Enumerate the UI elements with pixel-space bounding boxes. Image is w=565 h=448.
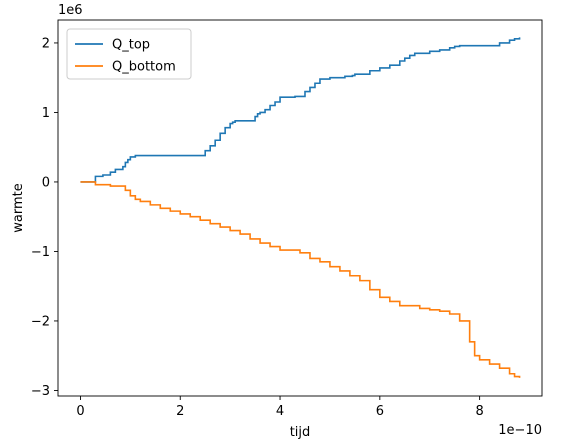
y-tick-label: −2	[31, 314, 50, 329]
x-offset-label: 1e−10	[498, 423, 542, 438]
x-tick-label: 4	[276, 404, 284, 419]
x-tick-label: 8	[475, 404, 483, 419]
legend-label-q-bottom: Q_bottom	[112, 60, 176, 75]
series-line-q-top	[80, 37, 521, 183]
y-axis-label: warmte	[11, 183, 26, 232]
series-line-q-bottom	[80, 181, 521, 378]
x-tick-label: 0	[76, 404, 84, 419]
y-tick-label: 1	[42, 106, 50, 121]
x-tick-label: 2	[176, 404, 184, 419]
y-tick-label: 0	[42, 175, 50, 190]
axes-frame	[57, 19, 543, 397]
plot-area	[80, 37, 521, 378]
x-axis-label: tijd	[290, 425, 311, 440]
y-tick-label: 2	[42, 36, 50, 51]
y-offset-label: 1e6	[58, 3, 83, 18]
axes: 0 2 4 6 8 −3 −2 −1 0 1 2 tijd warmte 1e6 1e−10	[11, 3, 543, 440]
y-tick-label: −1	[31, 245, 50, 260]
legend-label-q-top: Q_top	[112, 38, 150, 53]
legend: Q_top Q_bottom	[66, 28, 192, 80]
y-tick-label: −3	[31, 384, 50, 399]
x-tick-label: 6	[376, 404, 384, 419]
